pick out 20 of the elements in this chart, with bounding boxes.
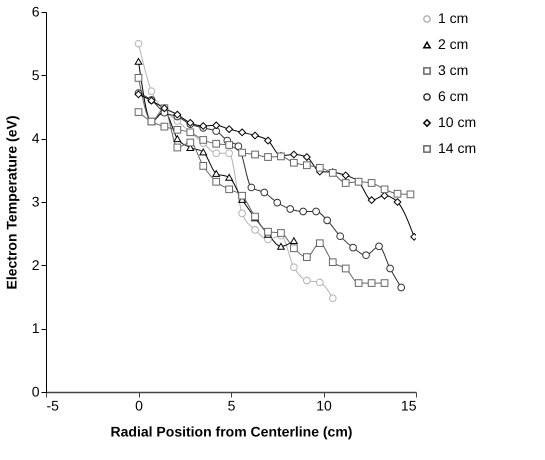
legend-label: 14 cm (438, 140, 476, 156)
y-axis-title: Electron Temperature (eV) (4, 115, 20, 290)
x-tick-label: 0 (135, 398, 144, 414)
y-tick-label: 2 (32, 256, 40, 273)
x-tick-label: 5 (228, 398, 236, 414)
x-tick-label: 10 (316, 398, 332, 414)
x-axis-title: Radial Position from Centerline (cm) (110, 424, 352, 440)
legend-label: 1 cm (438, 10, 468, 26)
y-tick-label: 6 (32, 4, 40, 20)
legend-label: 3 cm (438, 62, 468, 78)
legend-label: 6 cm (438, 88, 468, 104)
y-tick-label: 3 (32, 194, 40, 210)
y-tick-label: 1 (32, 320, 40, 336)
legend-label: 10 cm (438, 114, 476, 130)
y-tick-label: 5 (32, 66, 40, 83)
legend-label: 2 cm (438, 36, 468, 52)
x-tick-label: 15 (400, 398, 417, 414)
y-tick-label: 0 (32, 384, 40, 400)
x-tick-label: -5 (46, 398, 60, 414)
y-tick-label: 4 (32, 130, 40, 146)
